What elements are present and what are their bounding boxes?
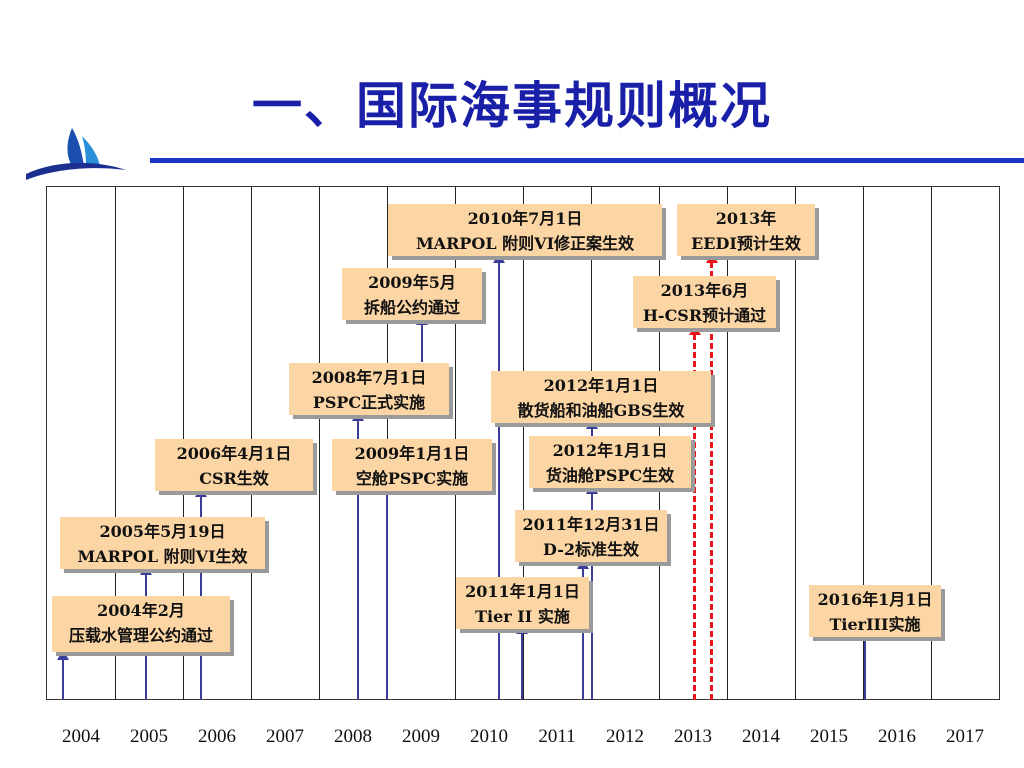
event-box-tier2: 2011年1月1日 Tier II 实施 — [456, 577, 589, 629]
event-desc: 货油舱PSPC生效 — [545, 466, 675, 485]
year-label: 2016 — [878, 726, 916, 747]
event-arrow — [352, 411, 364, 700]
year-label: 2006 — [198, 726, 236, 747]
event-box-hcsr: 2013年6月 H-CSR预计通过 — [633, 276, 776, 328]
event-arrow — [577, 559, 589, 700]
gridline — [727, 186, 728, 700]
event-desc: PSPC正式实施 — [312, 393, 426, 412]
event-arrow — [493, 253, 505, 700]
event-desc: 散货船和油船GBS生效 — [517, 401, 685, 420]
event-box-csr: 2006年4月1日 CSR生效 — [155, 439, 313, 491]
year-label: 2011 — [538, 726, 576, 747]
event-date: 2006年4月1日 — [176, 444, 292, 463]
gridline — [319, 186, 320, 700]
gridline — [795, 186, 796, 700]
event-date: 2004年2月 — [97, 601, 185, 620]
event-desc: EEDI预计生效 — [691, 234, 801, 253]
event-date: 2013年 — [715, 209, 777, 228]
event-arrow — [586, 484, 598, 700]
event-box-tier3: 2016年1月1日 TierIII实施 — [809, 585, 941, 637]
year-label: 2008 — [334, 726, 372, 747]
event-box-pspc-2008: 2008年7月1日 PSPC正式实施 — [289, 363, 449, 415]
gridline — [931, 186, 932, 700]
event-desc: 压载水管理公约通过 — [68, 626, 213, 645]
event-date: 2011年1月1日 — [465, 582, 580, 601]
year-label: 2014 — [742, 726, 780, 747]
year-label: 2010 — [470, 726, 508, 747]
event-desc: MARPOL 附则VI修正案生效 — [415, 234, 635, 253]
page-title: 一、国际海事规则概况 — [252, 77, 772, 135]
gridline — [863, 186, 864, 700]
event-desc: TierIII实施 — [829, 615, 921, 634]
event-desc: D-2标准生效 — [543, 540, 639, 559]
gridline — [115, 186, 116, 700]
event-box-ballast-water: 2004年2月 压载水管理公约通过 — [52, 596, 230, 652]
gridline — [523, 186, 524, 700]
year-label: 2017 — [946, 726, 984, 747]
year-label: 2015 — [810, 726, 848, 747]
event-date: 2009年1月1日 — [354, 444, 470, 463]
sail-logo-icon — [26, 128, 126, 180]
year-label: 2012 — [606, 726, 644, 747]
year-label: 2005 — [130, 726, 168, 747]
expected-event-arrow — [689, 325, 701, 700]
event-date: 2012年1月1日 — [543, 376, 659, 395]
title-underline — [150, 158, 1024, 163]
event-date: 2013年6月 — [660, 281, 749, 300]
year-label: 2013 — [674, 726, 712, 747]
event-date: 2009年5月 — [368, 273, 456, 292]
event-box-d2: 2011年12月31日 D-2标准生效 — [515, 510, 667, 562]
event-box-marpol-vi: 2005年5月19日 MARPOL 附则VI生效 — [60, 517, 265, 569]
event-arrow — [416, 315, 428, 362]
event-box-pspc-void: 2009年1月1日 空舱PSPC实施 — [332, 439, 492, 491]
event-date: 2008年7月1日 — [311, 368, 427, 387]
event-arrow — [586, 419, 598, 436]
event-date: 2016年1月1日 — [817, 590, 933, 609]
event-date: 2011年12月31日 — [522, 515, 660, 534]
event-arrow — [859, 631, 871, 700]
event-box-gbs: 2012年1月1日 散货船和油船GBS生效 — [491, 371, 711, 423]
event-date: 2010年7月1日 — [467, 209, 583, 228]
event-box-ship-recycling: 2009年5月 拆船公约通过 — [342, 268, 482, 320]
event-desc: H-CSR预计通过 — [642, 306, 767, 325]
expected-event-arrow — [706, 253, 718, 700]
event-box-marpol-vi-amendment: 2010年7月1日 MARPOL 附则VI修正案生效 — [388, 204, 662, 256]
year-label: 2004 — [62, 726, 100, 747]
event-desc: Tier II 实施 — [475, 607, 570, 626]
event-arrow — [57, 650, 69, 700]
year-label: 2007 — [266, 726, 304, 747]
event-arrow — [516, 624, 528, 700]
event-desc: 空舱PSPC实施 — [355, 469, 469, 488]
event-arrow — [381, 485, 393, 700]
event-desc: MARPOL 附则VI生效 — [77, 547, 248, 566]
year-label: 2009 — [402, 726, 440, 747]
event-box-pspc-cargo-oil: 2012年1月1日 货油舱PSPC生效 — [529, 436, 691, 488]
event-date: 2012年1月1日 — [552, 441, 668, 460]
event-desc: 拆船公约通过 — [363, 298, 460, 317]
event-box-eedi: 2013年 EEDI预计生效 — [677, 204, 815, 256]
event-desc: CSR生效 — [199, 469, 269, 488]
event-date: 2005年5月19日 — [99, 522, 226, 541]
